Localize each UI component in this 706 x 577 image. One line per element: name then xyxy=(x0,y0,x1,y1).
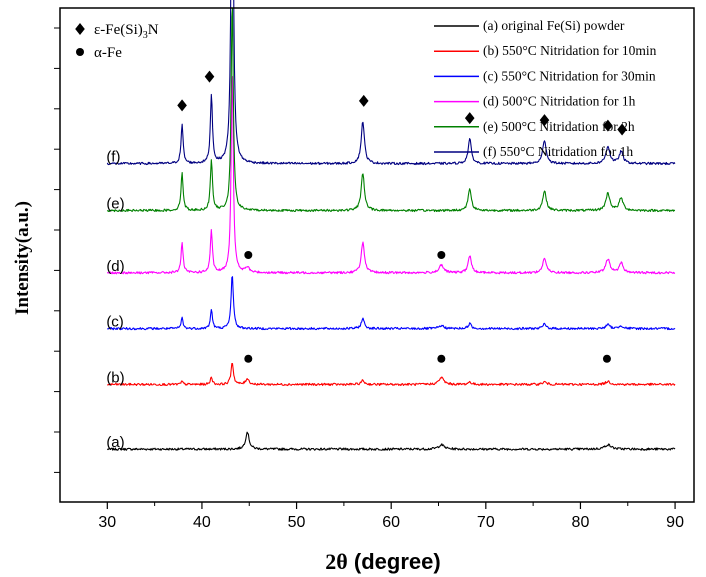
marker-legend-label: ε-Fe(Si)3N xyxy=(94,22,159,41)
x-tick-label-70: 70 xyxy=(477,514,495,531)
x-tick-label-30: 30 xyxy=(98,514,116,531)
circle-marker xyxy=(437,251,446,259)
x-tick-label-40: 40 xyxy=(193,514,211,531)
diamond-marker xyxy=(603,119,613,132)
diamond-marker xyxy=(539,114,550,127)
curve-label-b: (b) xyxy=(106,369,124,386)
curve-label-a: (a) xyxy=(106,434,124,451)
legend-label-d: (d) 500°C Nitridation for 1h xyxy=(483,94,636,109)
peak-markers xyxy=(177,70,627,363)
series-line-b xyxy=(106,362,676,387)
legend-label-b: (b) 550°C Nitridation for 10min xyxy=(483,43,657,58)
y-axis-title: Intensity(a.u.) xyxy=(12,201,33,315)
circle-marker xyxy=(437,354,446,363)
legend-label-c: (c) 550°C Nitridation for 30min xyxy=(483,68,656,83)
x-tick-label-90: 90 xyxy=(666,514,684,531)
plot-frame xyxy=(59,7,695,503)
marker-legend: ε-Fe(Si)3N α-Fe xyxy=(75,22,159,61)
diamond-marker xyxy=(204,70,215,83)
circle-marker xyxy=(244,251,253,259)
legend-circle-icon xyxy=(76,48,84,56)
series-line-c xyxy=(107,276,676,331)
series-legend: (a) original Fe(Si) powder (b) 550°C Nitr… xyxy=(434,18,657,159)
circle-marker xyxy=(602,354,611,363)
diamond-marker xyxy=(464,112,475,125)
axis-ticks: 30 40 50 60 70 80 90 xyxy=(54,27,684,531)
series-curves xyxy=(106,0,676,451)
series-line-a xyxy=(106,431,676,451)
x-tick-label-50: 50 xyxy=(288,514,306,531)
legend-label-a: (a) original Fe(Si) powder xyxy=(483,18,625,33)
curve-label-d: (d) xyxy=(106,258,124,275)
x-tick-label-80: 80 xyxy=(572,514,590,531)
x-tick-label-60: 60 xyxy=(382,514,400,531)
x-axis-title-unit: (degree) xyxy=(348,549,441,574)
series-line-e xyxy=(106,7,676,213)
diamond-marker xyxy=(358,94,369,107)
curve-label-c: (c) xyxy=(106,314,124,331)
legend-label-f: (f) 550°C Nitridation for 1h xyxy=(483,144,633,159)
x-axis-title: 2θ (degree) xyxy=(325,549,440,574)
curve-labels: (a) (b) (c) (d) (e) (f) xyxy=(106,149,124,452)
marker-legend-label: α-Fe xyxy=(94,45,122,61)
series-line-d xyxy=(106,76,676,275)
legend-label-e: (e) 500°C Nitridation for 2h xyxy=(483,119,635,134)
diamond-marker xyxy=(617,123,627,136)
legend-diamond-icon xyxy=(75,23,85,35)
curve-label-f: (f) xyxy=(106,149,120,166)
circle-marker xyxy=(244,354,253,363)
diamond-marker xyxy=(177,99,187,112)
series-line-f xyxy=(106,0,676,166)
x-axis-title-symbol: 2θ xyxy=(325,549,347,574)
curve-label-e: (e) xyxy=(106,196,124,213)
